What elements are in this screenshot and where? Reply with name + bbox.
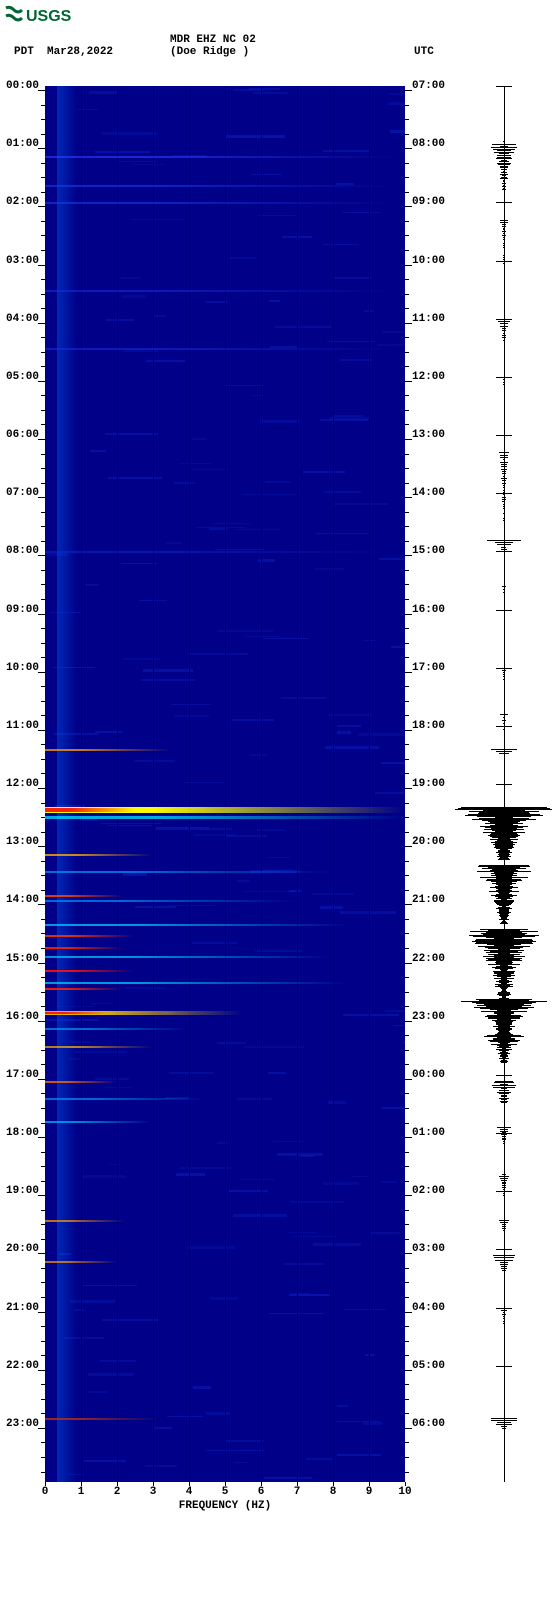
x-label: 6 — [258, 1486, 265, 1498]
y-left-label: 03:00 — [6, 255, 39, 267]
y-right-label: 21:00 — [412, 894, 445, 906]
x-label: 7 — [294, 1486, 301, 1498]
y-left-label: 13:00 — [6, 836, 39, 848]
y-left-label: 08:00 — [6, 545, 39, 557]
y-right-label: 06:00 — [412, 1418, 445, 1430]
y-left-label: 17:00 — [6, 1069, 39, 1081]
y-right-label: 15:00 — [412, 545, 445, 557]
y-right-label: 07:00 — [412, 80, 445, 92]
y-right-label: 13:00 — [412, 429, 445, 441]
y-left-label: 10:00 — [6, 662, 39, 674]
y-right-label: 08:00 — [412, 138, 445, 150]
y-left-label: 02:00 — [6, 196, 39, 208]
usgs-logo: USGS — [4, 4, 74, 31]
spectrogram-chart — [45, 86, 405, 1489]
y-right-label: 00:00 — [412, 1069, 445, 1081]
y-right-label: 17:00 — [412, 662, 445, 674]
y-right-label: 03:00 — [412, 1243, 445, 1255]
y-left-label: 14:00 — [6, 894, 39, 906]
y-right-label: 05:00 — [412, 1360, 445, 1372]
y-right-label: 22:00 — [412, 953, 445, 965]
y-left-label: 09:00 — [6, 604, 39, 616]
y-right-label: 23:00 — [412, 1011, 445, 1023]
station-name: (Doe Ridge ) — [170, 46, 249, 58]
y-right-label: 09:00 — [412, 196, 445, 208]
x-label: 4 — [186, 1486, 193, 1498]
x-label: 8 — [330, 1486, 337, 1498]
y-right-label: 16:00 — [412, 604, 445, 616]
x-label: 2 — [114, 1486, 121, 1498]
y-right-label: 18:00 — [412, 720, 445, 732]
y-right-label: 10:00 — [412, 255, 445, 267]
x-label: 0 — [42, 1486, 49, 1498]
y-left-label: 21:00 — [6, 1302, 39, 1314]
y-right-label: 04:00 — [412, 1302, 445, 1314]
x-axis-title: FREQUENCY (HZ) — [45, 1500, 405, 1512]
spectrogram-canvas — [45, 86, 405, 1482]
y-left-label: 23:00 — [6, 1418, 39, 1430]
x-label: 9 — [366, 1486, 373, 1498]
y-left-label: 06:00 — [6, 429, 39, 441]
x-label: 5 — [222, 1486, 229, 1498]
x-label: 10 — [398, 1486, 411, 1498]
y-left-label: 15:00 — [6, 953, 39, 965]
y-right-label: 12:00 — [412, 371, 445, 383]
y-right-label: 20:00 — [412, 836, 445, 848]
left-tz: PDT — [14, 46, 34, 58]
y-left-label: 16:00 — [6, 1011, 39, 1023]
y-left-label: 20:00 — [6, 1243, 39, 1255]
left-tz-date: PDT Mar28,2022 — [14, 46, 113, 58]
y-left-label: 11:00 — [6, 720, 39, 732]
y-right-label: 14:00 — [412, 487, 445, 499]
y-left-label: 01:00 — [6, 138, 39, 150]
x-label: 1 — [78, 1486, 85, 1498]
logo-text: USGS — [26, 8, 72, 25]
seismogram-trace — [462, 86, 546, 1482]
y-left-label: 05:00 — [6, 371, 39, 383]
date: Mar28,2022 — [47, 46, 113, 58]
y-left-label: 07:00 — [6, 487, 39, 499]
y-left-label: 04:00 — [6, 313, 39, 325]
y-right-label: 11:00 — [412, 313, 445, 325]
y-right-label: 02:00 — [412, 1185, 445, 1197]
y-left-label: 00:00 — [6, 80, 39, 92]
right-tz: UTC — [414, 46, 434, 58]
x-label: 3 — [150, 1486, 157, 1498]
y-left-label: 22:00 — [6, 1360, 39, 1372]
y-left-label: 18:00 — [6, 1127, 39, 1139]
station-id: MDR EHZ NC 02 — [170, 34, 256, 46]
y-left-label: 12:00 — [6, 778, 39, 790]
y-left-label: 19:00 — [6, 1185, 39, 1197]
y-right-label: 19:00 — [412, 778, 445, 790]
y-right-label: 01:00 — [412, 1127, 445, 1139]
